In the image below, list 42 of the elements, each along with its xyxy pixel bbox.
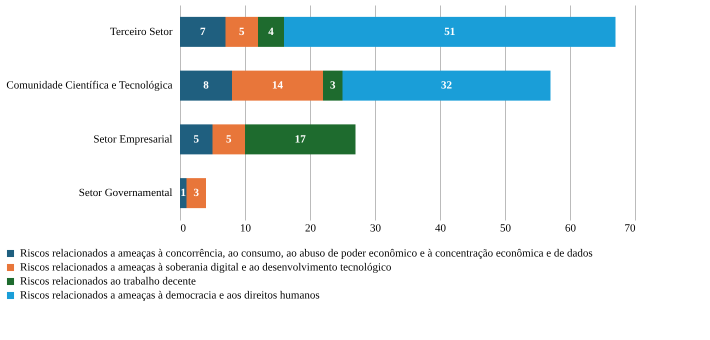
data-label: 5	[226, 133, 232, 146]
x-tick-label: 30	[370, 222, 382, 234]
bar	[186, 178, 206, 208]
bar	[180, 178, 186, 208]
data-label: 7	[200, 26, 206, 38]
data-label: 51	[444, 26, 456, 38]
legend-label: Riscos relacionados a ameaças à concorrência, ao consumo, ao abuso de poder econômico e à concentração econômica e de dados	[20, 248, 593, 260]
bar	[212, 124, 245, 154]
data-label: 8	[203, 80, 210, 92]
legend-label: Riscos relacionados ao trabalho decente	[20, 276, 196, 288]
data-label: 3	[194, 187, 200, 200]
bar	[323, 70, 342, 101]
y-tick-label: Setor Empresarial	[93, 133, 172, 146]
y-tick-label: Comunidade Científica e Tecnológica	[6, 80, 173, 92]
bar	[284, 16, 616, 47]
x-tick-label: 0	[180, 222, 186, 234]
legend-label: Riscos relacionados a ameaças à democracia e aos direitos humanos	[20, 290, 320, 302]
bar	[342, 70, 550, 101]
bar	[180, 16, 226, 47]
data-label: 32	[441, 80, 452, 92]
x-tick-label: 40	[435, 222, 446, 234]
bar	[232, 70, 323, 101]
y-tick-label: Setor Governamental	[78, 187, 172, 200]
data-label: 4	[268, 26, 274, 38]
data-label: 3	[330, 80, 336, 92]
data-label: 17	[294, 133, 306, 146]
data-label: 5	[239, 26, 245, 38]
x-tick-label: 60	[565, 222, 576, 234]
data-label: 14	[272, 80, 284, 92]
bar	[180, 124, 212, 154]
bar	[245, 124, 356, 154]
x-tick-label: 70	[624, 222, 636, 234]
data-label: 1	[180, 187, 186, 200]
x-tick-label: 20	[305, 222, 316, 234]
legend-label: Riscos relacionados a ameaças à soberania digital e ao desenvolvimento tecnológico	[20, 262, 392, 274]
bar	[258, 16, 284, 47]
y-tick-label: Terceiro Setor	[110, 26, 173, 38]
bar	[180, 70, 232, 101]
x-tick-label: 50	[500, 222, 512, 234]
data-label: 5	[194, 133, 200, 146]
x-tick-label: 10	[240, 222, 252, 234]
bar	[226, 16, 258, 47]
